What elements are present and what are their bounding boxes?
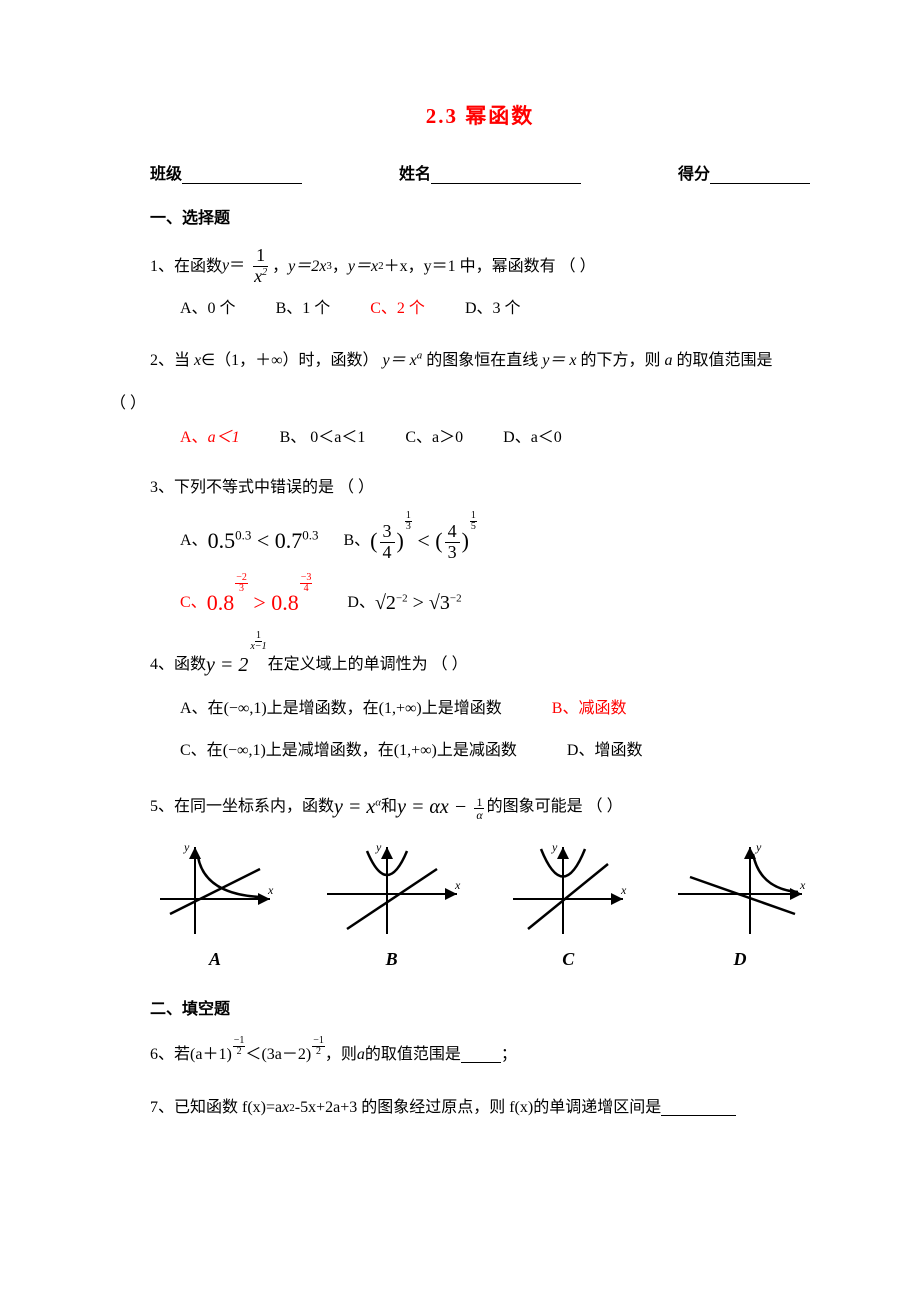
q1-prefix: 1、在函数 [150, 249, 222, 284]
svg-text:y: y [375, 840, 382, 854]
q4-optC: C、在(−∞,1)上是减增函数，在(1,+∞)上是减函数 [180, 735, 517, 767]
q5-prefix: 5、在同一坐标系内，函数 [150, 789, 334, 824]
section-2-title: 二、填空题 [150, 995, 810, 1019]
q7-blank [661, 1099, 736, 1116]
question-2: 2、当 x∈（1，＋∞）时，函数） y＝ xa 的图象恒在直线 y＝ x 的下方… [150, 343, 810, 454]
q3-optC: C、 0.8−23 > 0.8−34 [180, 581, 312, 625]
svg-text:y: y [551, 840, 558, 854]
q6-prefix: 6、若 [150, 1037, 190, 1072]
q2-optD: D、a＜0 [503, 422, 562, 454]
svg-text:x: x [267, 883, 274, 897]
q1-optD: D、3 个 [465, 293, 521, 325]
q2-expa: a [417, 349, 423, 361]
q2-optB: B、 0＜a＜1 [280, 422, 366, 454]
q2-yeqx: y＝ x [542, 352, 576, 369]
q6-blank [461, 1046, 501, 1063]
q4-prefix: 4、函数 [150, 647, 206, 682]
q1-y2: y＝2x [288, 249, 326, 284]
q1-frac-expr: y＝ 1x2 [222, 246, 272, 287]
q2-c: 的图象恒在直线 [426, 352, 542, 369]
question-5: 5、在同一坐标系内，函数 y = xα 和 y = αx − 1α 的图象可能是… [150, 785, 810, 977]
graph-D-label: D [670, 941, 810, 977]
q2-b: ∈（1，＋∞）时，函数） [201, 352, 378, 369]
q2-a: 2、当 [150, 352, 194, 369]
q2-paren: （ ） [110, 388, 146, 420]
q2-e: 的取值范围是 [672, 352, 772, 369]
q3-optA: A、 0.50.3 < 0.70.3 [180, 519, 318, 563]
class-field: 班级 [150, 160, 302, 184]
question-4: 4、函数 y = 21x−1 在定义域上的单调性为 （ ） A、在(−∞,1)上… [150, 643, 810, 767]
header-row: 班级 姓名 得分 [150, 160, 810, 184]
q5-graphs: x y A x y B [150, 839, 810, 977]
q2-optC: C、a＞0 [405, 422, 463, 454]
q6-expr1: (a＋1) [190, 1037, 232, 1072]
q4-optA: A、在(−∞,1)上是增函数，在(1,+∞)上是增函数 [180, 693, 502, 725]
q1-sep1: ， [272, 249, 288, 284]
question-6: 6、若 (a＋1)−12 ＜ (3a－2)−12 ，则 a 的取值范围是 ； [150, 1037, 810, 1072]
q6-mid: ，则 [325, 1037, 357, 1072]
question-7: 7、已知函数 f(x)=ax2-5x+2a+3 的图象经过原点，则 f(x)的单… [150, 1090, 810, 1125]
q5-suffix: 的图象可能是 （ ） [487, 789, 623, 824]
graph-B: x y B [317, 839, 467, 977]
q4-suffix: 在定义域上的单调性为 （ ） [268, 647, 468, 682]
q1-y3b: ＋x，y＝1 中，幂函数有 （ ） [384, 249, 596, 284]
q3-optD: D、 √2−2 > √3−2 [347, 583, 461, 623]
q5-f2: y = αx − 1α [397, 785, 487, 829]
svg-text:y: y [755, 840, 762, 854]
q4-expr: y = 21x−1 [206, 643, 268, 687]
q7-x: x [282, 1090, 289, 1125]
graph-C-label: C [503, 941, 633, 977]
q4-optD: D、增函数 [567, 735, 643, 767]
q1-y3a: y＝x [348, 249, 378, 284]
page-title: 2.3 幂函数 [150, 100, 810, 130]
q7-prefix: 7、已知函数 f(x)=a [150, 1090, 282, 1125]
q1-optC: C、2 个 [370, 293, 425, 325]
svg-text:x: x [620, 883, 627, 897]
q3-stem: 3、下列不等式中错误的是 （ ） [150, 472, 810, 504]
q6-expr2: (3a－2) [261, 1037, 311, 1072]
graph-A-label: A [150, 941, 280, 977]
q2-yexpr: y＝ x [382, 352, 416, 369]
q6-suffix: 的取值范围是 [365, 1037, 461, 1072]
graph-D: x y D [670, 839, 810, 977]
q6-tail: ； [501, 1037, 517, 1072]
graph-A: x y A [150, 839, 280, 977]
section-1-title: 一、选择题 [150, 204, 810, 228]
q2-d: 的下方，则 [580, 352, 664, 369]
graph-C: x y C [503, 839, 633, 977]
q5-and: 和 [381, 789, 397, 824]
q2-optA: A、a＜1 [180, 422, 240, 454]
q6-exp1: −12 [233, 1036, 246, 1057]
svg-text:x: x [799, 878, 806, 892]
q6-lt: ＜ [245, 1037, 261, 1072]
q6-avar: a [357, 1037, 365, 1072]
score-field: 得分 [678, 160, 810, 184]
graph-B-label: B [317, 941, 467, 977]
q1-optB: B、1 个 [276, 293, 331, 325]
q3-optB: B、 (34)13 < (43)15 [343, 519, 476, 563]
question-1: 1、在函数 y＝ 1x2 ， y＝2x3 ， y＝x2 ＋x，y＝1 中，幂函数… [150, 246, 810, 325]
svg-text:x: x [454, 878, 461, 892]
question-3: 3、下列不等式中错误的是 （ ） A、 0.50.3 < 0.70.3 B、 (… [150, 472, 810, 625]
q4-optB: B、减函数 [552, 693, 627, 725]
q1-optA: A、0 个 [180, 293, 236, 325]
svg-text:y: y [183, 840, 190, 854]
q7-suffix: -5x+2a+3 的图象经过原点，则 f(x)的单调递增区间是 [295, 1090, 661, 1125]
q1-sep2: ， [332, 249, 348, 284]
q6-exp2: −12 [312, 1036, 325, 1057]
name-field: 姓名 [399, 160, 581, 184]
q5-f1: y = xα [334, 785, 381, 829]
